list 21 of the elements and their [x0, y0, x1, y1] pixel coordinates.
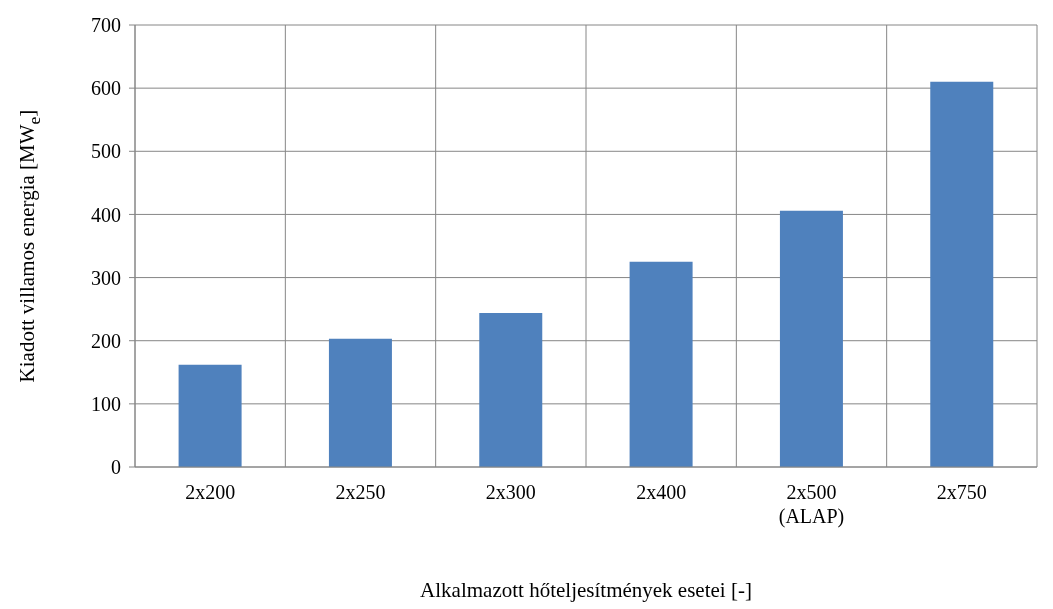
- y-tick-label: 500: [91, 140, 121, 163]
- bar: [328, 338, 392, 467]
- y-tick-label: 0: [111, 456, 121, 479]
- y-tick-label: 400: [91, 203, 121, 226]
- bar: [479, 312, 543, 467]
- x-tick-label: 2x750: [936, 481, 987, 503]
- y-tick-label: 200: [91, 329, 121, 352]
- x-tick-label: 2x250: [335, 481, 386, 503]
- y-tick-label: 300: [91, 266, 121, 289]
- y-tick-label: 100: [91, 392, 121, 415]
- y-tick-label: 700: [91, 14, 121, 37]
- bar: [779, 210, 843, 467]
- x-tick-label: 2x200: [185, 481, 236, 503]
- bar: [930, 81, 994, 467]
- x-tick-label: 2x500 (ALAP): [778, 481, 845, 528]
- y-tick-label: 600: [91, 77, 121, 100]
- bar: [629, 261, 693, 467]
- x-tick-label: 2x300: [485, 481, 536, 503]
- bar: [178, 364, 242, 467]
- x-axis-title: Alkalmazott hőteljesítmények esetei [-]: [419, 578, 753, 603]
- x-tick-label: 2x400: [636, 481, 687, 503]
